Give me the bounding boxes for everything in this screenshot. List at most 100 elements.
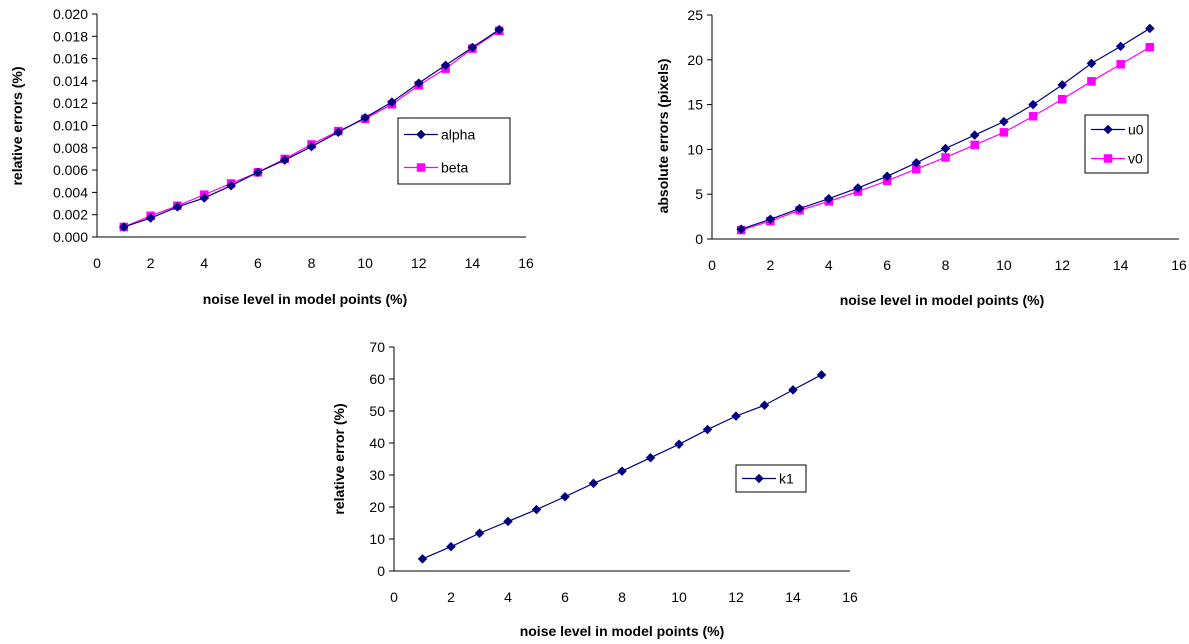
x-tick-label: 2	[766, 257, 774, 273]
data-point	[306, 141, 317, 152]
x-tick-label: 14	[465, 255, 481, 271]
x-tick-label: 16	[1171, 257, 1187, 273]
y-tick-label: 25	[687, 7, 703, 23]
x-tick-label: 8	[618, 589, 626, 605]
data-point	[503, 516, 513, 527]
y-tick-label: 0.008	[53, 140, 88, 156]
y-tick-label: 0	[377, 563, 385, 579]
legend-box	[1084, 114, 1149, 174]
data-point	[645, 452, 656, 463]
x-tick-label: 6	[254, 255, 262, 271]
x-tick-label: 4	[825, 257, 833, 273]
y-tick-label: 15	[687, 97, 703, 113]
y-tick-label: 0.016	[53, 51, 88, 67]
data-point	[226, 180, 236, 191]
y-tick-label: 0.000	[53, 229, 88, 245]
data-point	[446, 541, 456, 552]
data-point	[970, 140, 979, 150]
legend-box	[397, 117, 511, 185]
x-tick-label: 16	[518, 255, 534, 271]
data-point	[588, 478, 599, 489]
data-point	[474, 528, 485, 539]
y-tick-label: 5	[695, 186, 703, 202]
data-point	[279, 155, 290, 165]
x-tick-label: 14	[1113, 257, 1129, 273]
data-point	[969, 130, 980, 140]
data-point	[1144, 23, 1155, 34]
data-point	[1115, 41, 1126, 52]
y-tick-label: 0	[695, 231, 703, 247]
data-point	[1028, 99, 1038, 110]
y-tick-label: 20	[687, 52, 703, 68]
y-tick-label: 0.014	[53, 73, 88, 89]
x-tick-label: 6	[561, 589, 569, 605]
series-alpha	[118, 24, 505, 232]
legend: alpha beta	[397, 117, 511, 185]
y-tick-label: 0.012	[53, 95, 88, 111]
data-point	[759, 400, 770, 411]
y-tick-label: 0.020	[53, 6, 88, 22]
data-point	[387, 97, 397, 107]
x-tick-label: 12	[1054, 257, 1070, 273]
x-tick-label: 2	[447, 589, 455, 605]
y-tick-label: 10	[687, 141, 703, 157]
x-tick-label: 4	[200, 255, 208, 271]
data-point	[823, 193, 834, 204]
data-point	[560, 491, 570, 502]
data-point	[417, 553, 428, 564]
chart-1: 0.000 0.002 0.004 0.006 0.008 0.010 0.012 0.014…	[9, 6, 534, 307]
data-point	[172, 202, 183, 212]
series-u0	[736, 23, 1155, 234]
x-tick-label: 12	[411, 255, 427, 271]
x-tick-label: 14	[785, 589, 801, 605]
data-point	[674, 439, 684, 450]
data-point	[941, 153, 950, 162]
data-point	[794, 203, 805, 214]
y-axis-title: relative error (%)	[331, 403, 347, 514]
data-point	[1057, 80, 1068, 90]
data-point	[145, 213, 156, 223]
x-tick-label: 6	[883, 257, 891, 273]
x-tick-label: 12	[728, 589, 744, 605]
data-point	[1116, 60, 1125, 69]
y-tick-label: 40	[369, 435, 385, 451]
data-point	[999, 128, 1009, 137]
legend: u0 v0	[1084, 114, 1149, 174]
data-point	[118, 222, 129, 232]
y-tick-label: 10	[369, 531, 385, 547]
data-point	[788, 385, 798, 395]
x-axis-title: noise level in model points (%)	[840, 292, 1045, 308]
x-tick-label: 10	[357, 255, 373, 271]
x-tick-label: 0	[390, 589, 398, 605]
y-axis-title: relative errors (%)	[9, 66, 25, 185]
data-point	[413, 78, 424, 88]
data-point	[1086, 58, 1097, 69]
data-point	[617, 466, 627, 477]
x-tick-label: 4	[504, 589, 512, 605]
data-point	[736, 224, 747, 234]
y-tick-label: 0.018	[53, 28, 88, 44]
data-point	[1058, 94, 1067, 104]
y-tick-label: 60	[369, 371, 385, 387]
x-tick-label: 10	[996, 257, 1012, 273]
x-tick-label: 8	[942, 257, 950, 273]
data-point	[199, 193, 210, 203]
data-point	[440, 60, 451, 71]
data-point	[253, 167, 263, 178]
data-point	[911, 157, 922, 168]
y-tick-label: 0.006	[53, 162, 88, 178]
chart-3: 0 10 20 30 40 50 60 70 0 2 4 6 8 10 12 14 16 noise level …	[331, 339, 858, 639]
data-point	[531, 504, 542, 515]
legend-label: beta	[441, 160, 468, 176]
data-point	[467, 42, 478, 53]
legend-marker	[1103, 124, 1113, 135]
data-point	[765, 214, 776, 225]
y-tick-label: 50	[369, 403, 385, 419]
y-tick-label: 0.002	[53, 207, 88, 223]
data-point	[1145, 43, 1155, 52]
legend-marker	[416, 129, 426, 140]
y-axis-title: absolute errors (pixels)	[655, 59, 671, 214]
legend-label: u0	[1128, 122, 1144, 138]
legend-marker	[416, 163, 426, 172]
